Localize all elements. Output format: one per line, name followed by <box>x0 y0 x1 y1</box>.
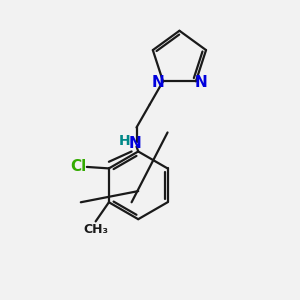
Text: N: N <box>195 75 208 90</box>
Text: H: H <box>118 134 130 148</box>
Text: CH₃: CH₃ <box>83 223 108 236</box>
Text: N: N <box>129 136 141 151</box>
Text: Cl: Cl <box>70 159 87 174</box>
Text: N: N <box>151 75 164 90</box>
